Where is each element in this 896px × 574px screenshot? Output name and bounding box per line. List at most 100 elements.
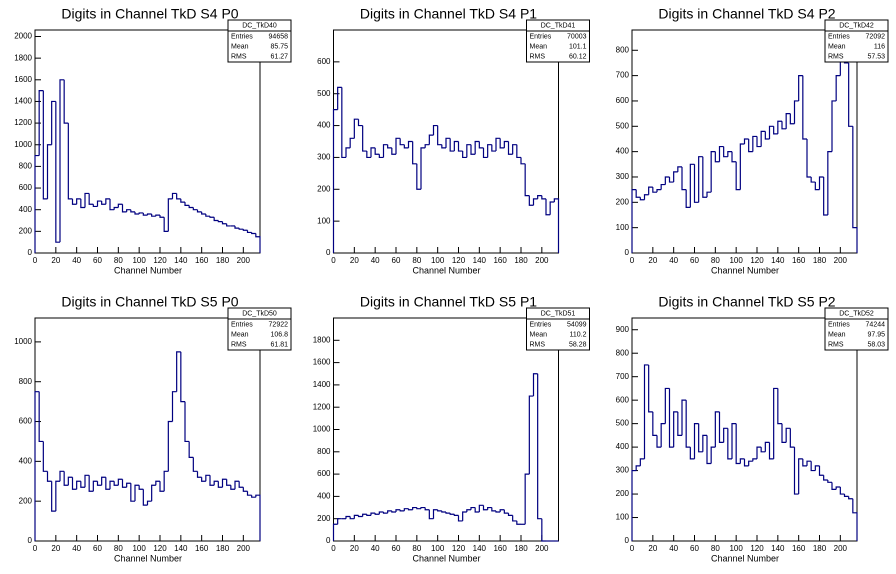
histogram-bin bbox=[487, 144, 492, 158]
x-tick-label: 180 bbox=[813, 544, 827, 553]
histogram-bin bbox=[391, 510, 396, 513]
x-tick-label: 20 bbox=[648, 256, 657, 265]
histogram-bin bbox=[802, 458, 807, 467]
y-tick-label: 200 bbox=[616, 197, 630, 206]
stats-value: 116 bbox=[874, 43, 885, 50]
histogram-bin bbox=[643, 364, 649, 459]
histogram-bin bbox=[532, 373, 538, 397]
y-tick-label: 400 bbox=[19, 456, 33, 465]
histogram-bin bbox=[84, 474, 90, 488]
histogram-bin bbox=[852, 498, 858, 541]
stats-name: DC_TkD41 bbox=[541, 22, 576, 29]
histogram-bin bbox=[146, 500, 152, 506]
histogram-bin bbox=[80, 198, 85, 209]
histogram-bin bbox=[176, 193, 181, 200]
histogram-bin bbox=[689, 163, 695, 208]
histogram-bin bbox=[631, 469, 637, 541]
histogram-bin bbox=[109, 198, 115, 211]
histogram-bin bbox=[652, 411, 657, 436]
stats-frame bbox=[824, 307, 889, 351]
histogram-bin bbox=[428, 509, 434, 520]
histogram-bin bbox=[789, 113, 795, 125]
histogram-bin bbox=[332, 109, 338, 253]
histogram-bin bbox=[852, 126, 858, 253]
histogram-bin bbox=[255, 494, 261, 541]
histogram-bin bbox=[226, 479, 231, 486]
histogram-bin bbox=[345, 147, 351, 158]
y-tick-label: 200 bbox=[317, 184, 331, 193]
x-tick-label: 80 bbox=[711, 544, 720, 553]
histogram-bin bbox=[366, 514, 371, 516]
y-tick-label: 300 bbox=[317, 153, 331, 162]
y-tick-label: 700 bbox=[616, 71, 630, 80]
stats-label: RMS bbox=[231, 53, 247, 60]
x-tick-label: 180 bbox=[514, 544, 528, 553]
histogram-bin bbox=[357, 515, 363, 518]
histogram-bin bbox=[146, 213, 152, 216]
histogram-bin bbox=[176, 351, 181, 392]
histogram-bin bbox=[34, 154, 40, 253]
x-tick-label: 20 bbox=[350, 256, 359, 265]
histogram-bin bbox=[537, 373, 542, 520]
histogram-bin bbox=[71, 477, 77, 490]
stats-frame bbox=[227, 307, 292, 351]
histogram-bin bbox=[777, 120, 782, 134]
stats-label: Entries bbox=[530, 321, 552, 328]
histogram-bin bbox=[105, 198, 110, 205]
histogram-bin bbox=[781, 121, 787, 130]
histogram-bin bbox=[639, 197, 645, 201]
histogram-bin bbox=[113, 481, 119, 486]
y-tick-label: 0 bbox=[28, 248, 33, 257]
histogram-bin bbox=[109, 480, 115, 490]
histogram-bin bbox=[848, 62, 853, 127]
histogram-bin bbox=[416, 507, 421, 510]
histogram-bin bbox=[126, 482, 131, 488]
histogram-bin bbox=[201, 477, 206, 482]
chart-title: Digits in Channel TkD S5 P2 bbox=[658, 294, 835, 310]
x-tick-label: 120 bbox=[750, 256, 764, 265]
x-tick-label: 60 bbox=[93, 544, 102, 553]
histogram-bin bbox=[743, 138, 749, 145]
y-tick-label: 700 bbox=[616, 372, 630, 381]
histogram-bin bbox=[412, 506, 417, 510]
histogram-bin bbox=[353, 514, 359, 519]
histogram-bin bbox=[242, 487, 248, 492]
histogram-bin bbox=[159, 481, 165, 492]
pad: Digits in Channel TkD S4 P1 0 20 40 60 80 100 1… bbox=[317, 6, 590, 275]
histogram-bin bbox=[474, 140, 480, 155]
x-axis-label: Channel Number bbox=[711, 553, 779, 563]
histogram-bin bbox=[714, 411, 720, 448]
histogram-bin bbox=[673, 171, 678, 183]
x-tick-label: 20 bbox=[350, 544, 359, 553]
histogram-bin bbox=[55, 480, 60, 512]
x-tick-label: 180 bbox=[514, 256, 528, 265]
histogram-bin bbox=[416, 163, 421, 190]
histogram-bin bbox=[457, 515, 463, 522]
histogram-bin bbox=[507, 513, 513, 516]
stats-label: Mean bbox=[828, 43, 846, 50]
histogram-bin bbox=[192, 457, 198, 472]
stats-label: Mean bbox=[231, 331, 249, 338]
histogram-bin bbox=[126, 209, 131, 212]
x-tick-label: 160 bbox=[792, 256, 806, 265]
histogram-bin bbox=[520, 157, 526, 165]
x-tick-label: 0 bbox=[331, 256, 336, 265]
stats-box: DC_TkD50 Entries 72922 Mean 106.8 RMS 61.81 bbox=[227, 307, 292, 351]
histogram-bin bbox=[541, 518, 546, 542]
x-tick-label: 140 bbox=[473, 544, 487, 553]
histogram-bin bbox=[167, 198, 173, 232]
x-tick-label: 120 bbox=[153, 256, 167, 265]
histogram-bin bbox=[378, 154, 384, 159]
x-tick-label: 200 bbox=[535, 256, 549, 265]
histogram-bin bbox=[428, 134, 434, 145]
histogram-bin bbox=[848, 496, 853, 500]
x-tick-label: 20 bbox=[51, 256, 60, 265]
histogram-bin bbox=[648, 186, 653, 195]
stats-label: Entries bbox=[828, 33, 850, 40]
x-tick-label: 160 bbox=[195, 256, 209, 265]
histogram-bin bbox=[38, 90, 44, 156]
histogram-bin bbox=[59, 470, 65, 482]
stats-value: 97.95 bbox=[867, 331, 885, 338]
histogram-bin bbox=[420, 147, 426, 190]
x-tick-label: 120 bbox=[750, 544, 764, 553]
